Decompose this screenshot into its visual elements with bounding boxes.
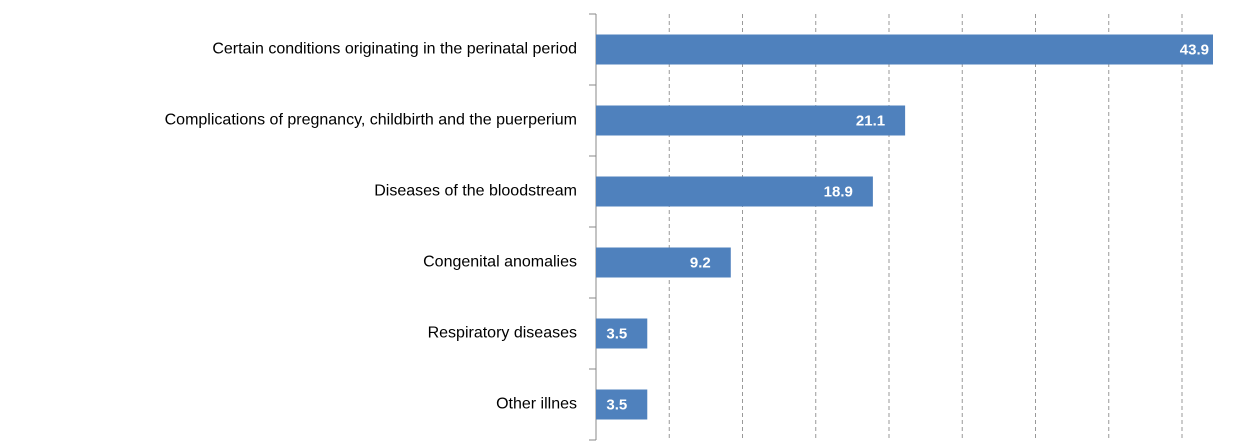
value-label: 18.9 [824, 183, 853, 200]
category-label: Respiratory diseases [428, 325, 577, 342]
category-label: Certain conditions originating in the pe… [212, 41, 577, 58]
bar [596, 318, 648, 349]
bars [596, 34, 1213, 420]
bar [596, 176, 873, 207]
bar [596, 105, 906, 136]
category-label: Complications of pregnancy, childbirth a… [165, 112, 577, 129]
value-label: 43.9 [1180, 41, 1209, 58]
category-label: Other illnes [496, 396, 577, 413]
category-label: Congenital anomalies [423, 254, 577, 271]
value-label: 21.1 [856, 112, 885, 129]
labels: Certain conditions originating in the pe… [165, 41, 1209, 414]
value-label: 3.5 [606, 325, 627, 342]
category-label: Diseases of the bloodstream [374, 183, 577, 200]
bar [596, 34, 1213, 65]
grid [589, 13, 1183, 441]
value-label: 9.2 [690, 254, 711, 271]
bar [596, 389, 648, 420]
bar [596, 247, 731, 278]
value-label: 3.5 [606, 396, 627, 413]
